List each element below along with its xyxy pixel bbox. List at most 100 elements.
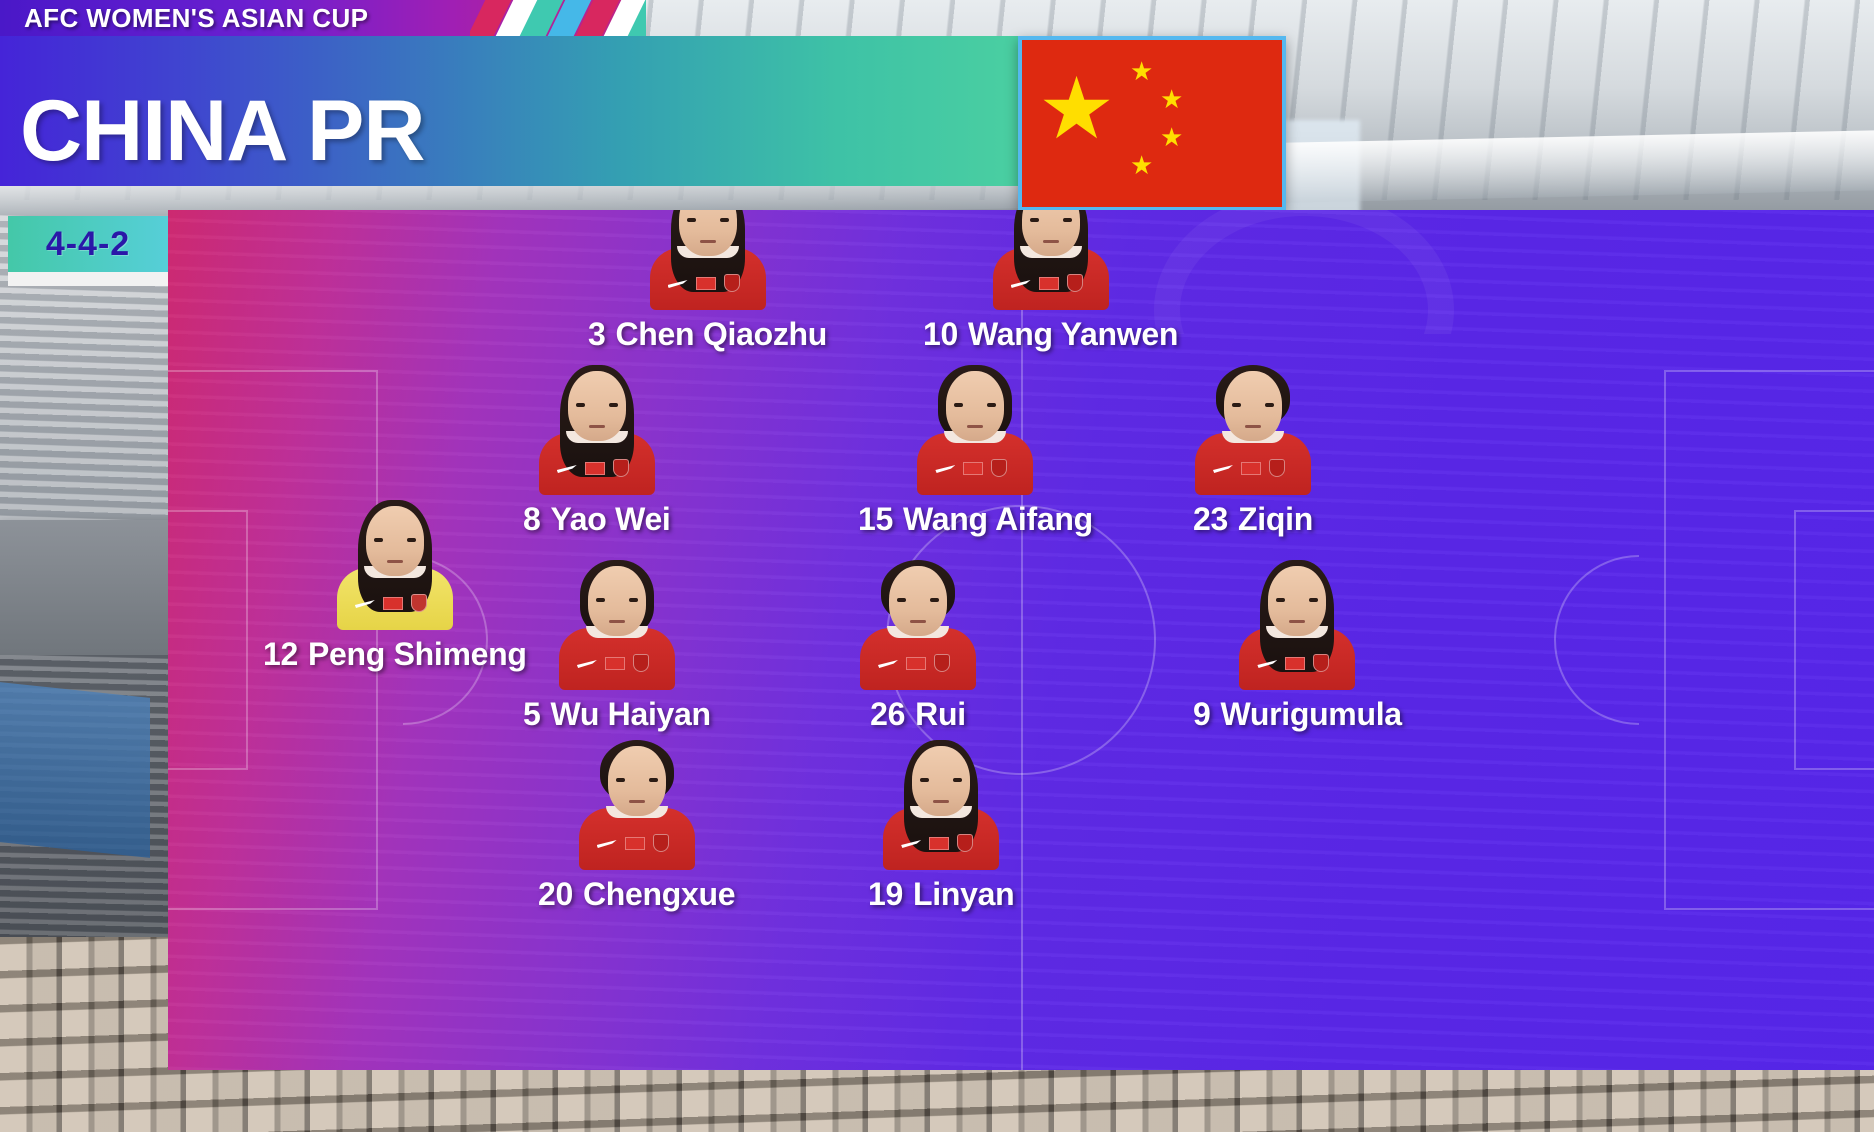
team-crest-icon (723, 274, 740, 292)
player-card[interactable]: 15 Wang Aifang (858, 365, 1093, 538)
player-name: Chengxue (583, 876, 736, 912)
pitch-strip (0, 682, 150, 858)
flag-patch-icon (584, 462, 605, 475)
badge-underline (8, 272, 168, 286)
pitch-markings (168, 210, 1874, 1070)
portrait-mouth (608, 620, 625, 623)
portrait-head (678, 210, 737, 256)
portrait-mouth (628, 800, 645, 803)
penalty-box-left (168, 370, 378, 910)
player-number: 8 (523, 501, 541, 537)
player-card[interactable]: 5 Wu Haiyan (523, 560, 711, 733)
player-portrait (858, 560, 978, 690)
player-card[interactable]: 10 Wang Yanwen (923, 210, 1178, 353)
portrait-mouth (1245, 425, 1261, 428)
portrait-eyes (1232, 403, 1274, 407)
flag-patch-icon (1285, 657, 1306, 670)
portrait-eyes (1029, 218, 1072, 222)
formation-label: 4-4-2 (45, 224, 131, 263)
player-card[interactable]: 12 Peng Shimeng (263, 500, 527, 673)
portrait-eyes (1276, 598, 1319, 602)
player-portrait (881, 740, 1001, 870)
nike-swoosh-icon (1257, 660, 1278, 668)
flag-patch-icon (624, 837, 645, 850)
player-portrait (648, 210, 768, 310)
player-card[interactable]: 26 Rui (858, 560, 978, 733)
player-name: Wurigumula (1220, 696, 1403, 732)
portrait-eyes (575, 403, 618, 407)
player-name: Yao Wei (550, 501, 671, 537)
player-name: Wang Aifang (903, 501, 1093, 537)
player-portrait (537, 365, 657, 495)
player-name: Wang Yanwen (968, 316, 1179, 352)
team-crest-icon (957, 834, 974, 852)
team-crest-icon (612, 459, 629, 477)
portrait-eyes (686, 218, 729, 222)
player-card[interactable]: 8 Yao Wei (523, 365, 671, 538)
player-label: 8 Yao Wei (523, 501, 671, 538)
flag-patch-icon (1241, 462, 1261, 475)
portrait-eyes (373, 538, 416, 542)
flag-patch-icon (382, 597, 403, 610)
player-portrait (335, 500, 455, 630)
team-crest-icon (991, 459, 1008, 477)
player-portrait (1193, 365, 1313, 495)
flag-star-4: ★ (1130, 150, 1154, 180)
player-number: 26 (870, 696, 906, 732)
player-portrait (991, 210, 1111, 310)
banner-chevron-graphic (470, 0, 646, 36)
player-number: 3 (588, 316, 606, 352)
nike-swoosh-icon (667, 280, 688, 288)
nike-swoosh-icon (901, 840, 922, 848)
flag-patch-icon (906, 657, 926, 670)
player-number: 15 (858, 501, 893, 537)
player-number: 5 (523, 696, 541, 732)
player-portrait (557, 560, 677, 690)
player-name: Peng Shimeng (308, 636, 527, 672)
team-crest-icon (632, 654, 649, 672)
portrait-eyes (954, 403, 997, 407)
flag-patch-icon (929, 837, 950, 850)
team-name: CHINA PR (20, 83, 425, 179)
flag-patch-icon (695, 277, 716, 290)
player-number: 9 (1193, 696, 1211, 732)
player-number: 23 (1193, 501, 1229, 537)
penalty-box-right (1664, 370, 1874, 910)
player-number: 12 (263, 636, 298, 672)
player-label: 23 Ziqin (1193, 501, 1313, 538)
player-number: 19 (868, 876, 903, 912)
competition-title: AFC WOMEN'S ASIAN CUP (24, 3, 369, 33)
player-card[interactable]: 3 Chen Qiaozhu (588, 210, 827, 353)
portrait-head (1021, 210, 1080, 256)
team-crest-icon (1313, 654, 1330, 672)
portrait-mouth (910, 620, 926, 623)
player-label: 5 Wu Haiyan (523, 696, 711, 733)
competition-banner: AFC WOMEN'S ASIAN CUP (0, 0, 646, 36)
player-name: Chen Qiaozhu (615, 316, 828, 352)
player-label: 20 Chengxue (538, 876, 736, 913)
china-flag: ★ ★ ★ ★ ★ (1018, 36, 1286, 211)
portrait-mouth (1042, 240, 1059, 243)
player-card[interactable]: 20 Chengxue (538, 740, 736, 913)
portrait-mouth (386, 560, 403, 563)
player-label: 12 Peng Shimeng (263, 636, 527, 673)
player-portrait (577, 740, 697, 870)
team-title-bar: CHINA PR (0, 36, 1074, 186)
player-card[interactable]: 23 Ziqin (1193, 365, 1313, 538)
player-card[interactable]: 9 Wurigumula (1193, 560, 1402, 733)
player-label: 3 Chen Qiaozhu (588, 316, 827, 353)
flag-patch-icon (604, 657, 625, 670)
portrait-mouth (1289, 620, 1306, 623)
portrait-mouth (699, 240, 716, 243)
player-name: Linyan (913, 876, 1015, 912)
portrait-eyes (920, 778, 963, 782)
nike-swoosh-icon (1010, 280, 1031, 288)
flag-star-2: ★ (1160, 84, 1184, 114)
nike-swoosh-icon (354, 600, 375, 608)
team-crest-icon (934, 654, 950, 672)
player-card[interactable]: 19 Linyan (868, 740, 1015, 913)
team-crest-icon (1066, 274, 1083, 292)
player-name: Wu Haiyan (550, 696, 712, 732)
player-name: Ziqin (1238, 501, 1313, 537)
